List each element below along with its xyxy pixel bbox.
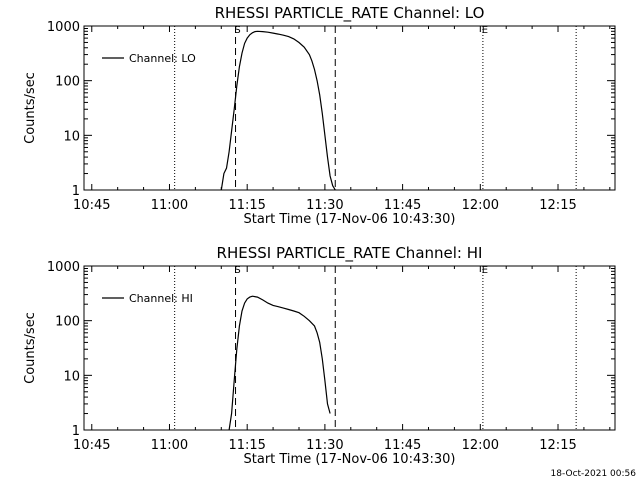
y-tick-label: 1000 (47, 260, 80, 275)
marker-label: E (482, 265, 488, 276)
x-tick-label: 10:45 (73, 438, 110, 453)
footer: 18-Oct-2021 00:56 (551, 469, 637, 479)
series-line (220, 30, 336, 191)
x-tick-label: 11:30 (306, 438, 343, 453)
x-tick-label: 11:45 (384, 198, 421, 213)
chart-title: RHESSI PARTICLE_RATE Channel: HI (217, 244, 483, 263)
x-tick-label: 11:15 (228, 438, 265, 453)
y-tick-label: 10 (63, 369, 80, 384)
x-axis-label: Start Time (17-Nov-06 10:43:30) (244, 452, 456, 467)
x-tick-label: 12:00 (462, 198, 499, 213)
x-tick-label: 11:30 (306, 198, 343, 213)
chart-panel-2: RHESSI PARTICLE_RATE Channel: HI 10:45 11:… (23, 244, 616, 467)
chart-panel-1: RHESSI PARTICLE_RATE Channel: LO 10:45 11:… (23, 4, 616, 227)
x-tick-label: 11:45 (384, 438, 421, 453)
x-tick-label: 11:00 (151, 438, 188, 453)
plot-frame (83, 265, 616, 431)
plot-frame (83, 25, 616, 191)
legend-label: Channel: LO (129, 52, 196, 65)
x-tick-label: 12:15 (539, 198, 576, 213)
x-tick-label: 11:00 (151, 198, 188, 213)
y-axis-label: Counts/sec (23, 312, 38, 384)
y-tick-label: 10 (63, 129, 80, 144)
y-tick-label: 1 (72, 424, 80, 439)
x-tick-label: 10:45 (73, 198, 110, 213)
x-tick-label: 12:00 (462, 438, 499, 453)
y-tick-label: 100 (55, 75, 80, 90)
legend-label: Channel: HI (129, 292, 193, 305)
y-axis-label: Counts/sec (23, 72, 38, 144)
y-tick-label: 1 (72, 184, 80, 199)
chart-title: RHESSI PARTICLE_RATE Channel: LO (215, 4, 485, 23)
y-tick-label: 100 (55, 315, 80, 330)
x-tick-label: 12:15 (539, 438, 576, 453)
marker-label: S (234, 25, 240, 36)
x-tick-label: 11:15 (228, 198, 265, 213)
marker-label: S (234, 265, 240, 276)
x-axis-label: Start Time (17-Nov-06 10:43:30) (244, 212, 456, 227)
y-tick-label: 1000 (47, 20, 80, 35)
marker-label: E (482, 25, 488, 36)
series-line (228, 295, 331, 431)
footer-timestamp: 18-Oct-2021 00:56 (551, 469, 637, 479)
